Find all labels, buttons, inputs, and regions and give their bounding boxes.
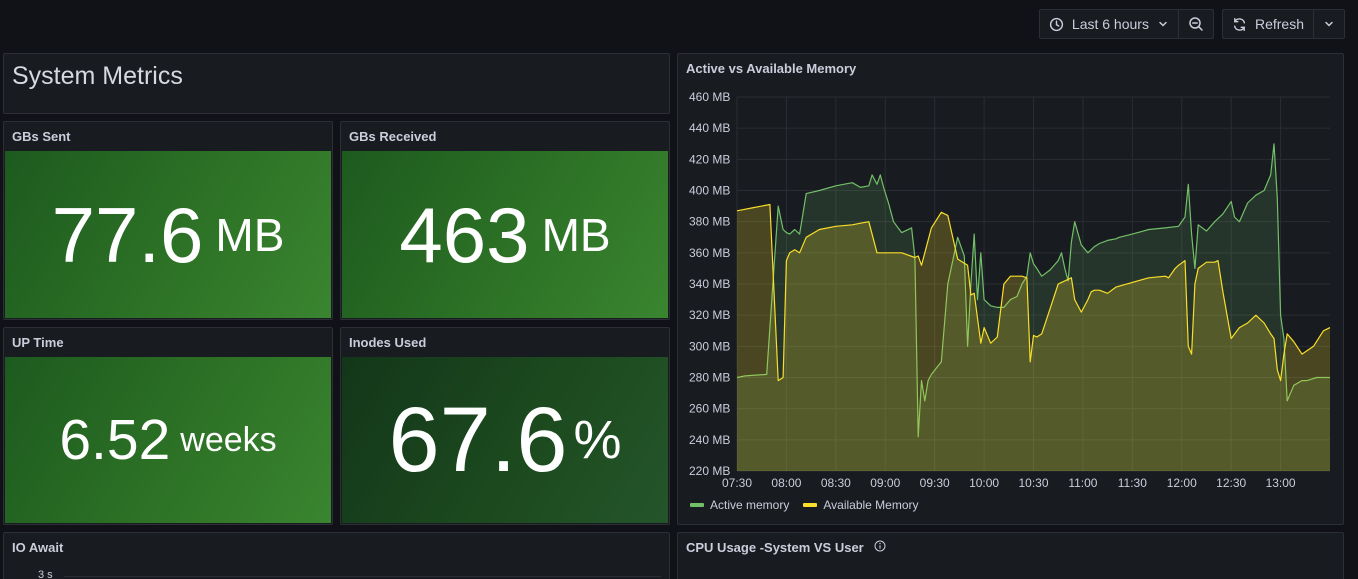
x-tick-label: 12:30	[1216, 476, 1246, 490]
chart-legend: Active memory Available Memory	[690, 498, 919, 512]
stat-value: 77.6	[51, 190, 204, 279]
time-picker-group: Last 6 hours	[1038, 9, 1214, 39]
panel-title: GBs Received	[349, 129, 437, 144]
cpu-usage-panel[interactable]: CPU Usage -System VS User	[677, 532, 1344, 579]
x-tick-label: 07:30	[722, 476, 752, 490]
series-line-available-memory	[736, 203, 1331, 382]
chevron-down-icon	[1323, 18, 1335, 30]
panel-title: GBs Sent	[12, 129, 71, 144]
chart-title: Active vs Available Memory	[686, 61, 857, 76]
y-tick-label: 340 MB	[689, 277, 730, 291]
system-metrics-panel: System Metrics	[3, 53, 670, 114]
zoom-out-icon	[1188, 16, 1204, 32]
y-tick-label: 320 MB	[689, 308, 730, 322]
x-tick-label: 09:30	[920, 476, 950, 490]
x-tick-label: 10:30	[1018, 476, 1048, 490]
grid-line	[64, 576, 661, 577]
refresh-interval-dropdown[interactable]	[1313, 10, 1344, 38]
panel-title: IO Await	[12, 540, 64, 555]
stat-unit: %	[573, 410, 622, 470]
refresh-label: Refresh	[1254, 16, 1304, 32]
chevron-down-icon	[1157, 18, 1169, 30]
x-tick-label: 08:00	[771, 476, 801, 490]
stat-panel-uptime[interactable]: UP Time 6.52 weeks	[3, 327, 333, 525]
panel-title: Inodes Used	[349, 335, 427, 350]
panel-title: System Metrics	[12, 62, 183, 90]
y-tick-label: 360 MB	[689, 246, 730, 260]
series-line-active-memory	[736, 143, 1330, 438]
clock-icon	[1049, 17, 1064, 32]
memory-chart-panel[interactable]: Active vs Available Memory 460 MB 440 MB 4…	[677, 53, 1344, 525]
time-range-label: Last 6 hours	[1071, 16, 1149, 32]
x-tick-label: 10:00	[969, 476, 999, 490]
stat-panel-gbs-received[interactable]: GBs Received 463 MB	[340, 121, 670, 320]
x-tick-label: 09:00	[870, 476, 900, 490]
y-axis-tick: 3 s	[38, 569, 53, 579]
y-tick-label: 440 MB	[689, 121, 730, 135]
y-tick-label: 420 MB	[689, 152, 730, 166]
stat-value: 6.52	[59, 407, 171, 472]
panel-title: CPU Usage -System VS User	[686, 540, 886, 555]
y-tick-label: 260 MB	[689, 402, 730, 416]
stat-unit: MB	[215, 208, 285, 261]
zoom-out-button[interactable]	[1177, 10, 1213, 38]
series-area-active-memory	[737, 143, 1330, 472]
stat-value-area: 67.6 %	[342, 357, 668, 523]
legend-label: Available Memory	[823, 498, 919, 512]
stat-value-area: 6.52 weeks	[5, 357, 331, 523]
memory-chart: 460 MB 440 MB 420 MB 400 MB 380 MB 360 MB 340 …	[689, 90, 1331, 490]
y-tick-label: 300 MB	[689, 339, 730, 353]
refresh-icon	[1232, 17, 1247, 32]
stat-panel-inodes-used[interactable]: Inodes Used 67.6 %	[340, 327, 670, 525]
y-tick-label: 380 MB	[689, 215, 730, 229]
stat-unit: MB	[541, 208, 611, 261]
stat-value: 463	[399, 190, 530, 279]
x-tick-label: 08:30	[821, 476, 851, 490]
x-tick-label: 13:00	[1266, 476, 1296, 490]
stat-value-area: 77.6 MB	[5, 151, 331, 318]
y-tick-label: 220 MB	[689, 464, 730, 478]
legend-swatch	[690, 503, 704, 507]
x-tick-label: 12:00	[1167, 476, 1197, 490]
stat-value-area: 463 MB	[342, 151, 668, 318]
time-range-picker[interactable]: Last 6 hours	[1040, 10, 1178, 38]
y-tick-label: 400 MB	[689, 184, 730, 198]
dashboard-toolbar: Last 6 hours Refresh	[1038, 9, 1345, 39]
x-tick-label: 11:00	[1068, 476, 1097, 490]
info-icon[interactable]	[874, 540, 886, 555]
stat-panel-gbs-sent[interactable]: GBs Sent 77.6 MB	[3, 121, 333, 320]
legend-item-active-memory[interactable]: Active memory	[690, 498, 789, 512]
legend-item-available-memory[interactable]: Available Memory	[803, 498, 919, 512]
refresh-button[interactable]: Refresh	[1223, 10, 1313, 38]
stat-unit: weeks	[180, 421, 277, 459]
y-tick-label: 460 MB	[689, 90, 730, 104]
legend-swatch	[803, 503, 818, 507]
x-tick-label: 11:30	[1118, 476, 1147, 490]
io-await-panel[interactable]: IO Await 3 s	[3, 532, 670, 579]
y-tick-label: 280 MB	[689, 371, 730, 385]
legend-label: Active memory	[710, 498, 790, 512]
stat-value: 67.6	[388, 389, 568, 491]
refresh-group: Refresh	[1221, 9, 1345, 39]
y-tick-label: 240 MB	[689, 433, 730, 447]
panel-title: UP Time	[12, 335, 64, 350]
panel-title-label: CPU Usage -System VS User	[686, 540, 864, 555]
